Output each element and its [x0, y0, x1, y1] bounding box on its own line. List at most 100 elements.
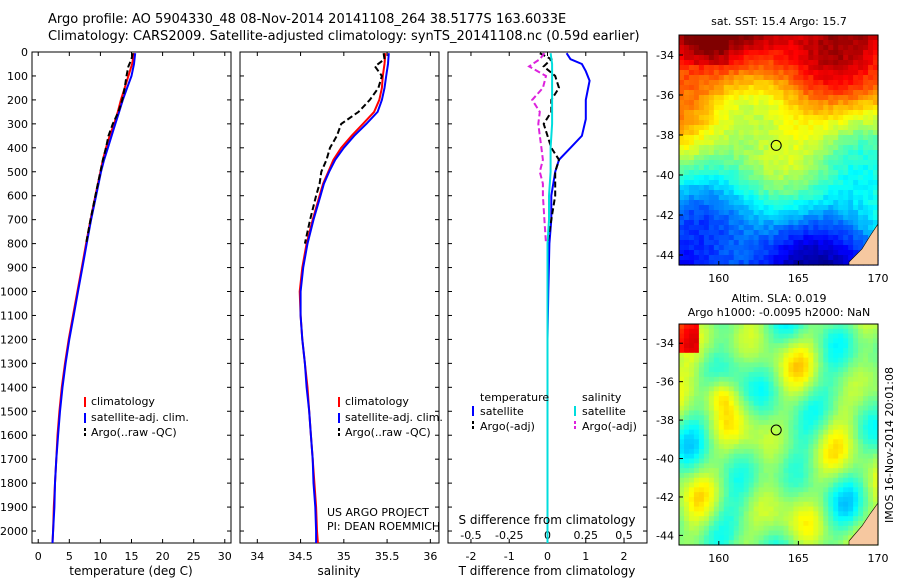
heatmap-cell: [693, 333, 700, 340]
heatmap-cell: [688, 110, 695, 116]
heatmap-cell: [788, 185, 795, 191]
heatmap-cell: [748, 367, 755, 373]
heatmap-cell: [828, 55, 834, 61]
heatmap-cell: [793, 429, 799, 436]
heatmap-cell: [873, 95, 879, 101]
heatmap-cell: [763, 195, 770, 201]
heatmap-cell: [838, 85, 844, 91]
heatmap-cell: [728, 125, 735, 131]
x-tick-label: 20: [156, 550, 170, 563]
heatmap-cell: [688, 165, 695, 171]
heatmap-cell: [688, 225, 695, 231]
heatmap-cell: [853, 506, 859, 512]
heatmap-cell: [838, 496, 844, 503]
heatmap-cell: [783, 540, 790, 546]
heatmap-cell: [868, 90, 874, 96]
heatmap-cell: [773, 100, 780, 106]
heatmap-cell: [828, 511, 834, 517]
heatmap-cell: [738, 376, 745, 383]
heatmap-cell: [728, 343, 735, 349]
heatmap-cell: [868, 410, 874, 416]
heatmap-cell: [833, 410, 839, 416]
x-tick-label: 2: [621, 550, 628, 563]
heatmap-cell: [783, 429, 790, 436]
heatmap-cell: [793, 348, 799, 354]
heatmap-cell: [679, 338, 685, 344]
heatmap-cell: [763, 540, 770, 546]
heatmap-cell: [803, 45, 809, 51]
heatmap-cell: [798, 520, 804, 527]
heatmap-cell: [798, 175, 804, 181]
heatmap-cell: [803, 434, 809, 440]
heatmap-cell: [803, 115, 809, 121]
heatmap-cell: [858, 400, 864, 407]
heatmap-cell: [848, 205, 854, 211]
heatmap-cell: [738, 85, 745, 91]
heatmap-cell: [788, 230, 795, 236]
heatmap-cell: [818, 175, 824, 181]
heatmap-cell: [683, 525, 690, 532]
heatmap-cell: [683, 45, 690, 51]
heatmap-cell: [733, 492, 740, 498]
heatmap-cell: [803, 506, 809, 512]
heatmap-cell: [768, 180, 775, 186]
heatmap-cell: [748, 245, 755, 251]
heatmap-cell: [723, 140, 730, 146]
heatmap-cell: [679, 180, 685, 186]
temperature-plot-frame: [31, 51, 232, 544]
heatmap-cell: [708, 240, 715, 246]
heatmap-cell: [778, 35, 785, 41]
heatmap-cell: [803, 175, 809, 181]
heatmap-cell: [738, 367, 745, 373]
heatmap-cell: [738, 195, 745, 201]
heatmap-cell: [753, 525, 760, 532]
heatmap-cell: [733, 240, 740, 246]
map-x-tick-label: 165: [788, 272, 809, 285]
heatmap-cell: [743, 458, 750, 464]
heatmap-cell: [679, 530, 685, 536]
heatmap-cell: [738, 65, 745, 71]
heatmap-cell: [778, 328, 785, 335]
heatmap-cell: [708, 175, 715, 181]
heatmap-cell: [698, 376, 705, 383]
heatmap-cell: [873, 444, 879, 450]
heatmap-cell: [843, 333, 849, 340]
heatmap-cell: [818, 205, 824, 211]
heatmap-cell: [748, 190, 755, 196]
heatmap-cell: [688, 328, 695, 335]
heatmap-cell: [808, 115, 814, 121]
heatmap-cell: [803, 100, 809, 106]
heatmap-cell: [828, 90, 834, 96]
heatmap-cell: [738, 482, 745, 488]
heatmap-cell: [728, 65, 735, 71]
heatmap-cell: [783, 120, 790, 126]
heatmap-cell: [738, 115, 745, 121]
heatmap-cell: [718, 405, 725, 412]
heatmap-cell: [803, 535, 809, 541]
heatmap-cell: [778, 472, 785, 479]
heatmap-cell: [738, 324, 745, 330]
heatmap-cell: [758, 492, 765, 498]
heatmap-cell: [828, 376, 834, 383]
heatmap-cell: [863, 80, 869, 86]
heatmap-cell: [718, 85, 725, 91]
heatmap-cell: [848, 444, 854, 450]
heatmap-cell: [858, 165, 864, 171]
heatmap-cell: [863, 220, 869, 226]
heatmap-cell: [713, 400, 720, 407]
heatmap-cell: [728, 85, 735, 91]
heatmap-cell: [703, 362, 710, 368]
heatmap-cell: [803, 381, 809, 388]
heatmap-cell: [683, 352, 690, 359]
heatmap-cell: [818, 195, 824, 201]
heatmap-cell: [698, 245, 705, 251]
heatmap-cell: [833, 105, 839, 111]
heatmap-cell: [773, 324, 780, 330]
heatmap-cell: [863, 477, 869, 484]
heatmap-cell: [748, 155, 755, 161]
difference-depth-ticks: [448, 51, 647, 532]
heatmap-cell: [833, 40, 839, 46]
heatmap-cell: [818, 328, 824, 335]
heatmap-cell: [853, 511, 859, 517]
